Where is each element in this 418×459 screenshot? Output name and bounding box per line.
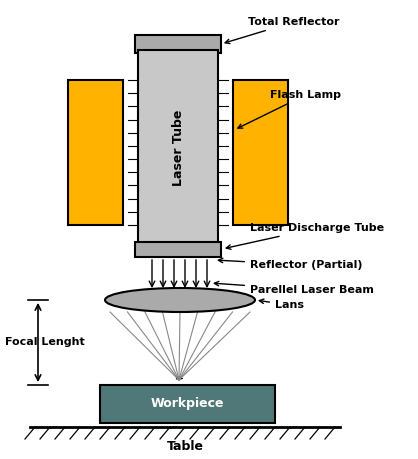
Text: Laser Tube: Laser Tube xyxy=(171,109,184,186)
Ellipse shape xyxy=(105,288,255,312)
Text: Total Reflector: Total Reflector xyxy=(225,17,339,44)
Text: Workpiece: Workpiece xyxy=(151,397,224,410)
Text: Focal Lenght: Focal Lenght xyxy=(5,337,85,347)
Bar xyxy=(68,80,123,225)
Text: Table: Table xyxy=(166,440,204,453)
Bar xyxy=(233,80,288,225)
Text: Parellel Laser Beam: Parellel Laser Beam xyxy=(214,281,374,295)
Text: Laser Discharge Tube: Laser Discharge Tube xyxy=(226,223,384,249)
Bar xyxy=(100,385,275,423)
Bar xyxy=(135,242,221,257)
Text: Lans: Lans xyxy=(259,299,304,310)
Text: Reflector (Partial): Reflector (Partial) xyxy=(218,258,362,270)
Text: Flash Lamp: Flash Lamp xyxy=(238,90,341,128)
Bar xyxy=(138,50,218,245)
Bar xyxy=(135,35,221,53)
